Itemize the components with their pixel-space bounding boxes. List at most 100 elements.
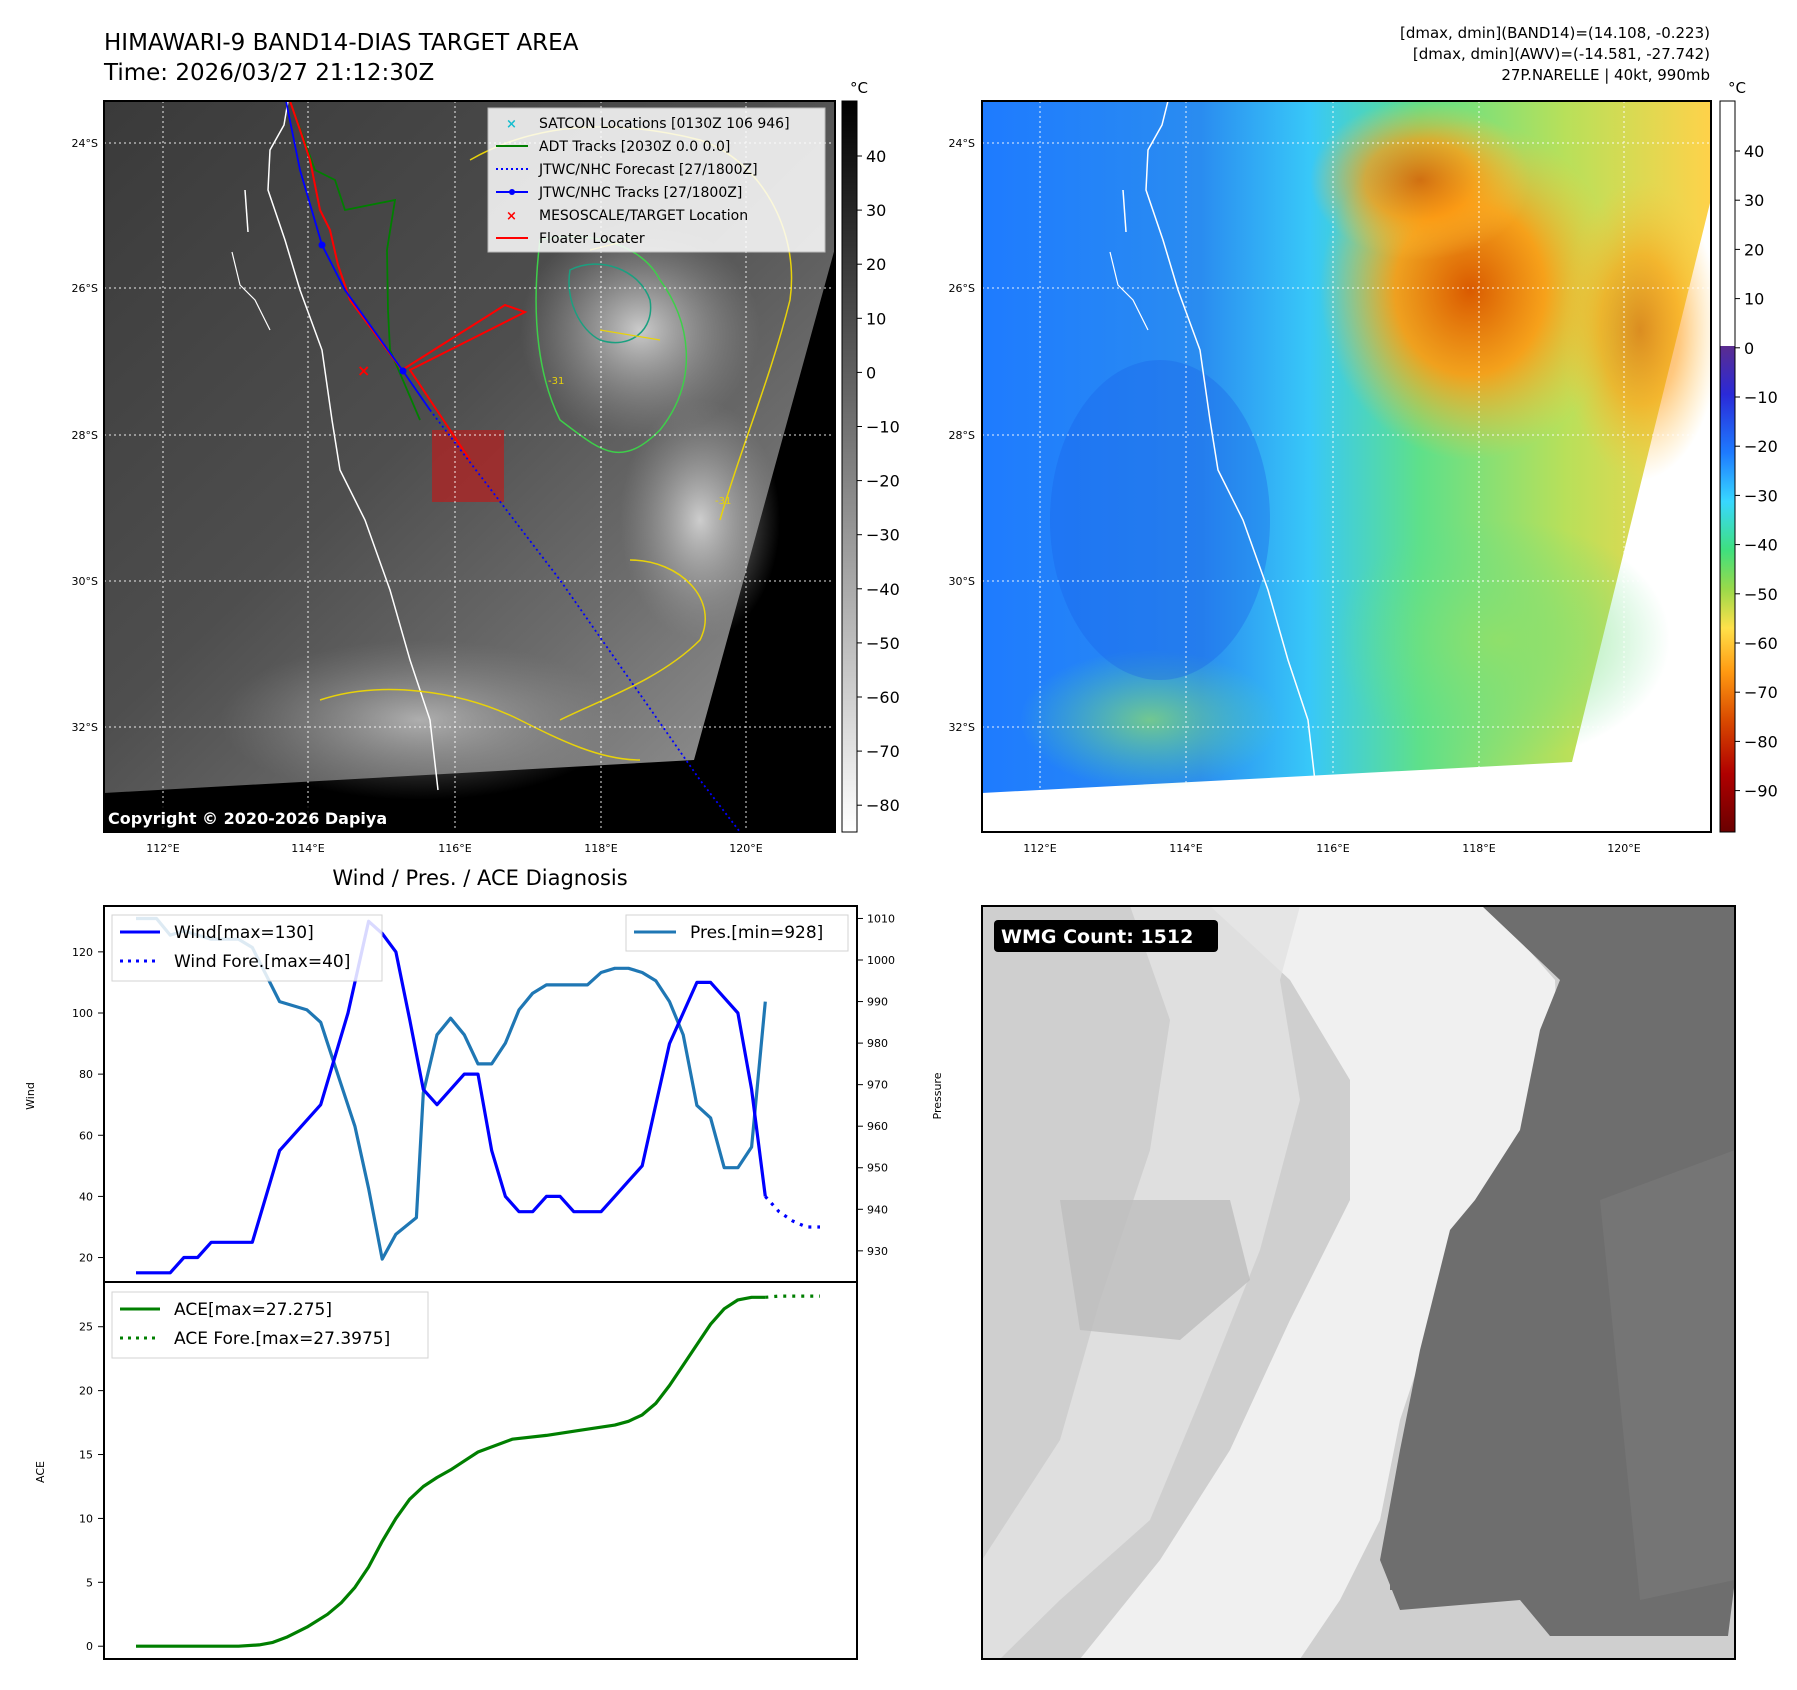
pressure-tick-label: 1000 xyxy=(867,954,895,967)
map-legend-item: JTWC/NHC Tracks [27/1800Z] xyxy=(496,185,742,201)
legend-dot xyxy=(509,189,515,195)
colorbar-tick: −70 xyxy=(1744,683,1778,702)
copyright: Copyright © 2020-2026 Dapiya xyxy=(108,809,387,828)
awv-map-frame xyxy=(981,100,1712,833)
contour-label: -31 xyxy=(548,376,564,387)
ir-lon-labels: 112°E 114°E 116°E 118°E 120°E xyxy=(146,842,762,855)
ace-legend: ACE[max=27.275] ACE Fore.[max=27.3975] xyxy=(111,1291,429,1359)
target-area-box xyxy=(432,430,504,502)
wind-legend: Wind[max=130] Wind Fore.[max=40] xyxy=(111,914,383,982)
colorbar-tick: −50 xyxy=(1744,585,1778,604)
ace-forecast-line xyxy=(765,1294,820,1299)
colorbar-tick: 40 xyxy=(866,147,886,166)
pres-legend: Pres.[min=928] xyxy=(625,914,849,952)
pressure-tick-label: 980 xyxy=(867,1037,888,1050)
pressure-tick-label: 950 xyxy=(867,1162,888,1175)
colorbar-tick: −40 xyxy=(866,580,900,599)
colorbar-tick: −90 xyxy=(1744,782,1778,801)
colorbar-unit: °C xyxy=(850,79,868,97)
wmg-panel: WMG Count: 1512 xyxy=(981,905,1736,1660)
wind-tick-label: 60 xyxy=(79,1129,93,1142)
colorbar-tick: −50 xyxy=(866,634,900,653)
wind-tick-label: 20 xyxy=(79,1252,93,1265)
pressure-tick-label: 990 xyxy=(867,996,888,1009)
ace-tick-label: 5 xyxy=(86,1576,93,1589)
legend-label: Floater Locater xyxy=(539,231,645,247)
wind-forecast-line xyxy=(764,1195,820,1229)
lon-label: 116°E xyxy=(438,842,471,855)
lon-label: 114°E xyxy=(291,842,324,855)
colorbar-tick: −60 xyxy=(866,688,900,707)
pressure-tick-label: 960 xyxy=(867,1120,888,1133)
awv-lat-labels: 24°S 26°S 28°S 30°S 32°S xyxy=(949,137,975,734)
map-legend-item: × MESOSCALE/TARGET Location xyxy=(506,208,748,224)
awv-lon-labels: 112°E 114°E 116°E 118°E 120°E xyxy=(1023,842,1640,855)
map-legend: × SATCON Locations [0130Z 106 946] ADT Tra… xyxy=(487,107,826,253)
awv-map-grid xyxy=(982,101,1711,832)
lon-label: 112°E xyxy=(146,842,179,855)
diag-title: Wind / Pres. / ACE Diagnosis xyxy=(332,866,627,890)
jtwc-track xyxy=(285,101,431,411)
wind-tick-label: 80 xyxy=(79,1068,93,1081)
pressure-tick-label: 930 xyxy=(867,1245,888,1258)
figure-title: HIMAWARI-9 BAND14-DIAS TARGET AREA xyxy=(104,30,579,56)
colorbar-tick: 20 xyxy=(1744,240,1764,259)
info-line-2: [dmax, dmin](AWV)=(-14.581, -27.742) xyxy=(1413,45,1710,63)
colorbar-tick: 30 xyxy=(1744,191,1764,210)
lon-label: 120°E xyxy=(729,842,762,855)
colorbar-tick: −70 xyxy=(866,742,900,761)
colorbar-tick: 10 xyxy=(866,309,886,328)
legend-marker-icon: × xyxy=(506,209,517,224)
colorbar-tick: −20 xyxy=(1744,437,1778,456)
colorbar-tick: −10 xyxy=(866,418,900,437)
lon-label: 120°E xyxy=(1607,842,1640,855)
colorbar-tick: −40 xyxy=(1744,536,1778,555)
pressure-tick-label: 940 xyxy=(867,1203,888,1216)
map-legend-item: Floater Locater xyxy=(496,231,645,247)
adt-track xyxy=(289,101,421,421)
legend-label: MESOSCALE/TARGET Location xyxy=(539,208,748,224)
legend-label: SATCON Locations [0130Z 106 946] xyxy=(539,116,790,132)
colorbar-tick: 20 xyxy=(866,255,886,274)
lat-label: 26°S xyxy=(949,282,975,295)
legend-label: ADT Tracks [2030Z 0.0 0.0] xyxy=(539,139,730,155)
ir-map-frame xyxy=(103,100,836,833)
wind-tick-label: 120 xyxy=(72,946,93,959)
lat-label: 28°S xyxy=(72,429,98,442)
lon-label: 112°E xyxy=(1023,842,1056,855)
mesoscale-marker: × xyxy=(357,361,370,380)
contour-label-2: -31 xyxy=(715,496,731,507)
lat-label: 30°S xyxy=(949,575,975,588)
pressure-tick-label: 1010 xyxy=(867,912,895,925)
awv-map-panel xyxy=(982,101,1711,832)
lon-label: 118°E xyxy=(584,842,617,855)
lat-label: 32°S xyxy=(949,721,975,734)
ace-tick-label: 20 xyxy=(79,1385,93,1398)
lat-label: 26°S xyxy=(72,282,98,295)
colorbar-tick: 0 xyxy=(1744,339,1754,358)
wmg-count: WMG Count: 1512 xyxy=(1001,926,1193,948)
colorbar-tick: 10 xyxy=(1744,290,1764,309)
map-legend-item: ADT Tracks [2030Z 0.0 0.0] xyxy=(496,139,730,155)
lon-label: 114°E xyxy=(1169,842,1202,855)
colorbar-tick: 30 xyxy=(866,201,886,220)
lon-label: 116°E xyxy=(1316,842,1349,855)
pressure-tick-label: 970 xyxy=(867,1079,888,1092)
pressure-axis-label: Pressure xyxy=(931,1072,944,1119)
colorbar-tick: −80 xyxy=(1744,732,1778,751)
ace-series-line xyxy=(136,1295,766,1648)
lon-label: 118°E xyxy=(1462,842,1495,855)
colorbar-tick: 0 xyxy=(866,363,876,382)
colorbar-tick: −20 xyxy=(866,472,900,491)
info-line-1: [dmax, dmin](BAND14)=(14.108, -0.223) xyxy=(1400,24,1710,42)
legend-pres: Pres.[min=928] xyxy=(690,923,823,943)
ir-lat-labels: 24°S 26°S 28°S 30°S 32°S xyxy=(72,137,98,734)
figure-time: Time: 2026/03/27 21:12:30Z xyxy=(103,60,434,86)
colorbar-tick: −80 xyxy=(866,796,900,815)
colorbar-tick: −10 xyxy=(1744,388,1778,407)
map-legend-item: × SATCON Locations [0130Z 106 946] xyxy=(506,116,790,132)
colorbar-tick: −30 xyxy=(1744,486,1778,505)
map-legend-item: JTWC/NHC Forecast [27/1800Z] xyxy=(496,162,758,178)
wind-series-line xyxy=(136,919,767,1275)
